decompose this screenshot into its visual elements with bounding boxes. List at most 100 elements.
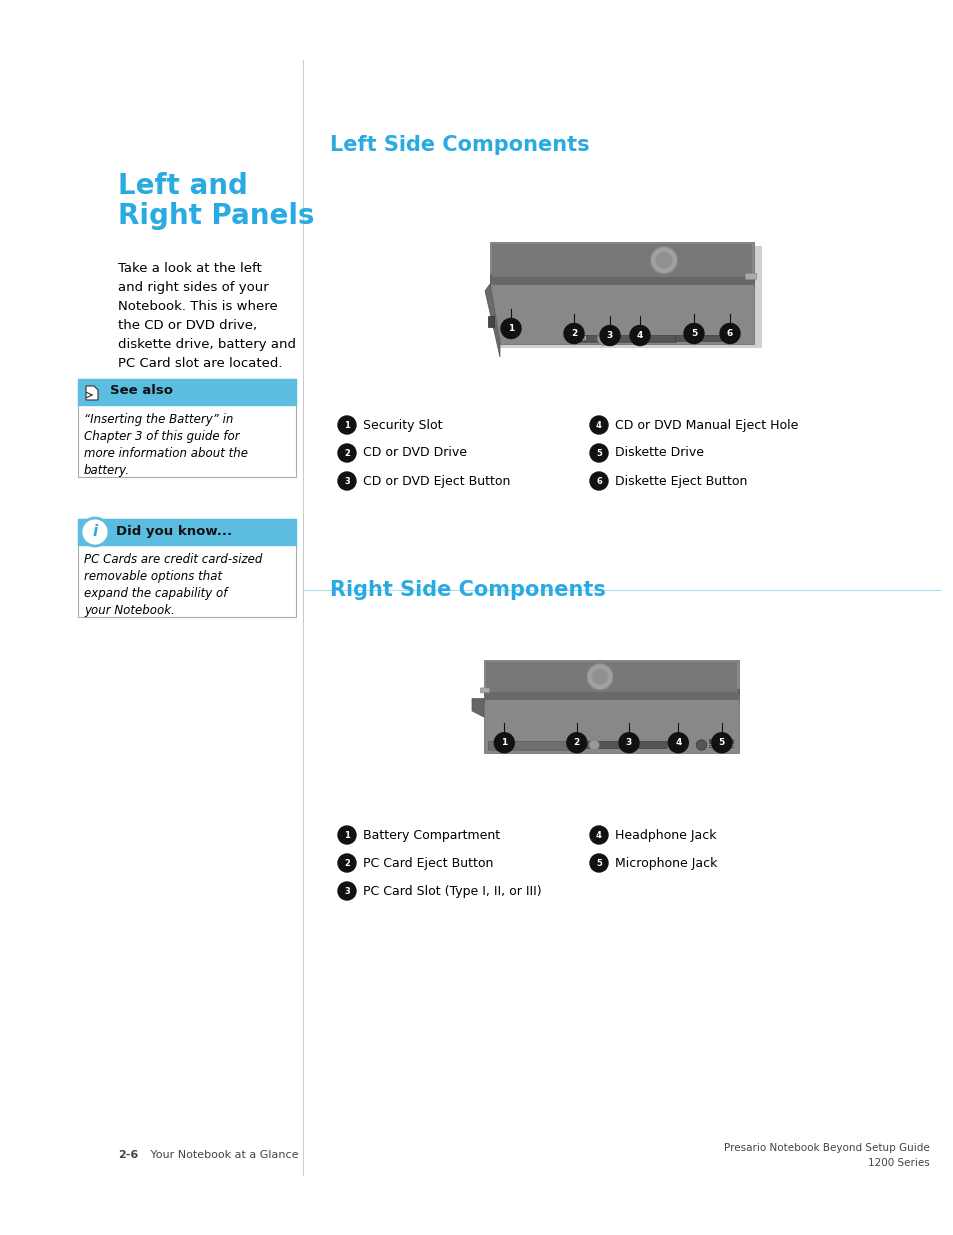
Circle shape [563,324,583,343]
Text: CD or DVD Drive: CD or DVD Drive [363,447,467,459]
Circle shape [588,740,598,750]
Text: 4: 4 [596,420,601,430]
Polygon shape [86,387,98,400]
Circle shape [655,252,672,268]
Text: 2-6: 2-6 [118,1150,138,1160]
Text: 3: 3 [344,887,350,895]
Text: 1: 1 [500,739,507,747]
Text: 4: 4 [596,830,601,840]
Polygon shape [483,659,739,695]
Circle shape [337,826,355,844]
Circle shape [668,732,687,753]
Text: 4: 4 [637,331,642,340]
FancyBboxPatch shape [490,274,753,288]
Text: and right sides of your: and right sides of your [118,282,269,294]
Polygon shape [483,699,739,753]
Circle shape [599,326,619,346]
Circle shape [650,247,677,274]
Text: DVD: DVD [574,336,587,341]
FancyBboxPatch shape [708,743,734,745]
Circle shape [618,732,639,753]
Text: battery.: battery. [84,464,130,477]
Text: 6: 6 [726,329,732,338]
Text: i: i [92,525,97,540]
FancyBboxPatch shape [488,316,494,326]
Polygon shape [497,246,761,347]
Text: 1: 1 [344,830,350,840]
Circle shape [337,853,355,872]
Circle shape [589,826,607,844]
Text: Microphone Jack: Microphone Jack [615,857,717,869]
Text: Chapter 3 of this guide for: Chapter 3 of this guide for [84,430,239,443]
Circle shape [337,472,355,490]
Text: the CD or DVD drive,: the CD or DVD drive, [118,319,257,332]
Circle shape [696,740,706,750]
Text: Take a look at the left: Take a look at the left [118,262,261,275]
Text: 2: 2 [344,858,350,867]
Text: 2: 2 [344,448,350,457]
Text: PC Card Eject Button: PC Card Eject Button [363,857,493,869]
Polygon shape [490,284,753,343]
Text: diskette drive, battery and: diskette drive, battery and [118,338,295,351]
FancyBboxPatch shape [480,688,489,693]
Text: 6: 6 [596,477,601,485]
FancyBboxPatch shape [708,747,734,748]
Text: Left and: Left and [118,172,248,200]
FancyBboxPatch shape [78,379,295,405]
Text: 2: 2 [573,739,579,747]
Text: 1200 Series: 1200 Series [867,1158,929,1168]
Circle shape [597,332,610,346]
Text: Diskette Drive: Diskette Drive [615,447,703,459]
Circle shape [591,668,607,685]
Text: Did you know...: Did you know... [116,525,232,537]
Text: CD or DVD Eject Button: CD or DVD Eject Button [363,474,510,488]
FancyBboxPatch shape [483,689,739,701]
Text: Presario Notebook Beyond Setup Guide: Presario Notebook Beyond Setup Guide [723,1144,929,1153]
Circle shape [337,882,355,900]
Text: expand the capability of: expand the capability of [84,587,227,600]
Text: “Inserting the Battery” in: “Inserting the Battery” in [84,412,233,426]
Polygon shape [472,699,483,718]
Text: Battery Compartment: Battery Compartment [363,829,499,841]
FancyBboxPatch shape [78,519,295,545]
Text: Your Notebook at a Glance: Your Notebook at a Glance [140,1150,298,1160]
Text: 2: 2 [570,329,577,338]
Circle shape [81,517,109,546]
Circle shape [586,663,613,690]
Text: 5: 5 [596,858,601,867]
Text: PC Card Slot (Type I, II, or III): PC Card Slot (Type I, II, or III) [363,884,541,898]
FancyBboxPatch shape [708,745,734,746]
Polygon shape [484,284,499,357]
Text: 3: 3 [625,739,632,747]
FancyBboxPatch shape [578,336,676,342]
Text: Right Panels: Right Panels [118,203,314,230]
Text: 3: 3 [344,477,350,485]
Text: PC Cards are credit card-sized: PC Cards are credit card-sized [84,553,262,566]
Text: 4: 4 [675,739,680,747]
FancyBboxPatch shape [675,336,736,341]
Circle shape [566,732,586,753]
Circle shape [669,740,679,750]
Text: 5: 5 [596,448,601,457]
FancyBboxPatch shape [584,741,666,748]
Text: removable options that: removable options that [84,571,222,583]
Polygon shape [490,242,753,280]
FancyBboxPatch shape [488,741,570,750]
Polygon shape [485,662,737,693]
Text: 5: 5 [718,739,724,747]
Circle shape [337,445,355,462]
Circle shape [589,416,607,433]
Text: 1: 1 [344,420,350,430]
Text: Headphone Jack: Headphone Jack [615,829,716,841]
FancyBboxPatch shape [708,741,734,742]
Text: 1: 1 [507,324,514,333]
Circle shape [711,732,731,753]
Circle shape [494,732,514,753]
Text: PC Card slot are located.: PC Card slot are located. [118,357,282,370]
Text: See also: See also [110,384,172,398]
Text: 5: 5 [690,329,697,338]
Text: 3: 3 [606,331,613,340]
Text: Diskette Eject Button: Diskette Eject Button [615,474,746,488]
Circle shape [589,472,607,490]
Circle shape [589,445,607,462]
